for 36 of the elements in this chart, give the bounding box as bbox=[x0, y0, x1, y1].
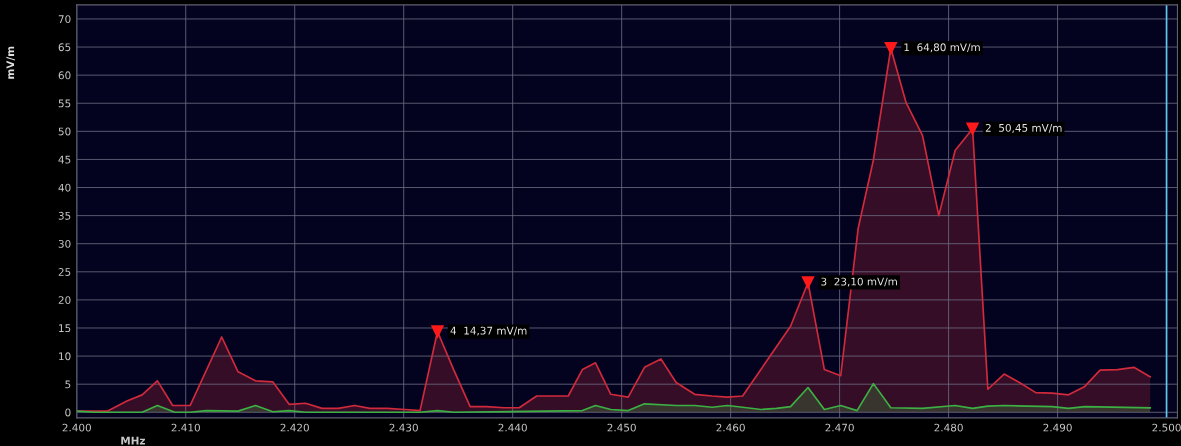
y-tick-label: 50 bbox=[58, 127, 71, 136]
point bbox=[801, 276, 815, 289]
y-tick-label: 65 bbox=[58, 43, 71, 52]
y-tick-label: 30 bbox=[58, 239, 71, 248]
y-tick-label: 45 bbox=[58, 155, 71, 164]
annotation: 4 14,37 mV/m bbox=[450, 326, 527, 336]
y-tick-label: 35 bbox=[58, 211, 71, 220]
x-tick-label: 2.480 bbox=[934, 423, 963, 432]
x-tick-label: 2.430 bbox=[389, 423, 418, 432]
annotation: 1 64,80 mV/m bbox=[904, 43, 980, 53]
y-tick-label: 55 bbox=[58, 99, 71, 108]
x-tick-label: 2.460 bbox=[716, 423, 745, 432]
y-tick-label: 15 bbox=[59, 324, 71, 333]
y-tick-label: 20 bbox=[58, 296, 71, 305]
x-tick-label: 2.470 bbox=[825, 423, 854, 432]
x-tick-label: 2.500 bbox=[1152, 423, 1181, 432]
point bbox=[966, 122, 979, 136]
annotation: 2 50,45 mV/m bbox=[985, 123, 1062, 133]
x-tick-label: 2.400 bbox=[62, 423, 91, 432]
point bbox=[884, 41, 898, 55]
y-tick-label: 60 bbox=[58, 71, 71, 80]
x-tick-label: 2.490 bbox=[1043, 423, 1072, 432]
y-axis-title: mV/m bbox=[6, 46, 16, 79]
x-tick-label: 2.410 bbox=[171, 423, 200, 432]
x-tick-label: 2.440 bbox=[498, 423, 527, 432]
x-tick-label: 2.420 bbox=[280, 423, 309, 432]
y-tick-label: 70 bbox=[58, 15, 71, 24]
y-tick-label: 10 bbox=[59, 352, 71, 361]
y-tick-label: 40 bbox=[58, 183, 71, 192]
x-axis-title: MHz bbox=[121, 436, 145, 445]
annotation: 3 23,10 mV/m bbox=[821, 277, 897, 287]
y-tick-label: 25 bbox=[58, 268, 71, 276]
y-tick-label: 0 bbox=[65, 408, 71, 417]
y-tick-label: 5 bbox=[65, 380, 71, 389]
point bbox=[431, 325, 444, 338]
x-tick-label: 2.450 bbox=[607, 423, 636, 432]
